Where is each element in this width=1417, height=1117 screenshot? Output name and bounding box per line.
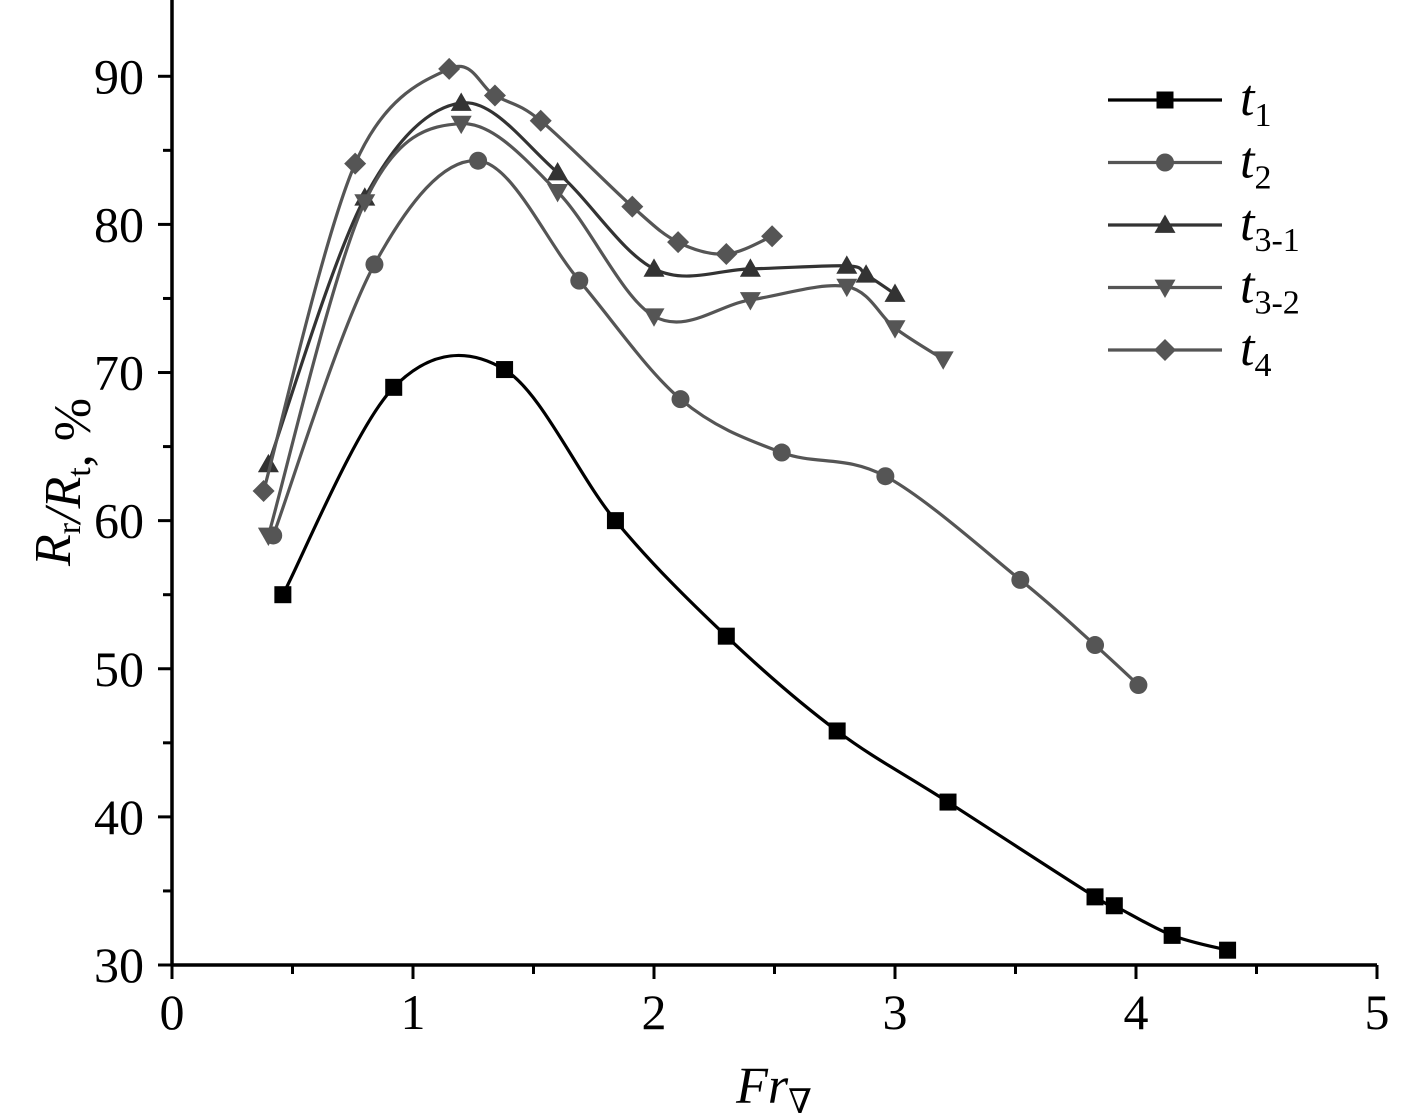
data-point: [344, 152, 367, 175]
legend-label: t2: [1240, 133, 1271, 197]
x-tick-label: 2: [642, 984, 667, 1040]
data-point: [450, 92, 472, 111]
data-point: [932, 351, 954, 370]
data-point: [365, 255, 384, 274]
series-t2: [264, 151, 1148, 695]
data-point: [1219, 941, 1237, 959]
data-point: [469, 151, 488, 170]
series-line: [281, 353, 1228, 952]
data-point: [884, 320, 906, 339]
x-tick-label: 1: [401, 984, 426, 1040]
legend-marker: [1156, 153, 1174, 172]
legend-label: t3-1: [1240, 195, 1300, 259]
data-point: [252, 480, 275, 503]
data-point: [772, 443, 791, 462]
data-point: [828, 722, 846, 740]
legend-entry: t4: [1108, 320, 1271, 384]
legend-entry: t2: [1108, 133, 1271, 197]
data-point: [621, 195, 644, 218]
data-point: [450, 115, 472, 135]
data-point: [1129, 676, 1148, 695]
data-point: [1163, 926, 1181, 944]
data-point: [717, 627, 735, 645]
data-point: [496, 361, 514, 379]
legend-label: t1: [1240, 70, 1271, 134]
data-point: [438, 57, 461, 80]
x-tick-label: 0: [160, 984, 185, 1040]
x-axis-label: Fr∇: [735, 1058, 812, 1117]
data-point: [1086, 888, 1104, 906]
y-tick-label: 30: [94, 937, 144, 993]
y-tick-label: 90: [94, 48, 144, 104]
y-tick-label: 70: [94, 345, 144, 401]
series-t4: [252, 57, 784, 503]
data-point: [1105, 897, 1123, 915]
data-point: [643, 308, 665, 327]
data-point: [739, 292, 761, 311]
data-point: [257, 453, 279, 473]
data-point: [739, 258, 761, 277]
data-point: [606, 512, 624, 530]
data-point: [354, 194, 376, 213]
data-point: [667, 231, 690, 254]
data-point: [671, 390, 690, 409]
x-tick-label: 5: [1365, 984, 1390, 1040]
series-layer: [252, 57, 1237, 959]
series-line: [271, 159, 1140, 687]
series-line: [266, 122, 945, 536]
data-point: [385, 378, 403, 396]
data-point: [884, 283, 906, 302]
data-point: [643, 258, 665, 277]
legend-marker: [1154, 214, 1176, 233]
data-point: [1086, 636, 1105, 655]
data-point: [876, 467, 895, 486]
legend-entry: t3-1: [1108, 195, 1300, 259]
legend-marker: [1154, 279, 1176, 298]
axis-labels: Fr∇ Rr/Rt, %: [25, 398, 812, 1117]
x-tick-label: 3: [883, 984, 908, 1040]
data-point: [257, 527, 279, 546]
y-tick-label: 50: [94, 641, 144, 697]
legend-label: t3-2: [1240, 258, 1300, 322]
y-tick-label: 60: [94, 493, 144, 549]
y-tick-label: 40: [94, 789, 144, 845]
data-point: [529, 109, 552, 132]
legend-entry: t1: [1108, 70, 1271, 134]
data-point: [855, 264, 877, 283]
data-point: [836, 255, 858, 274]
series-line: [262, 64, 773, 492]
data-point: [483, 84, 506, 107]
series-t1: [274, 353, 1237, 959]
series-t3-2: [257, 115, 954, 546]
legend-entry: t3-2: [1108, 258, 1300, 322]
y-tick-label: 80: [94, 196, 144, 252]
data-point: [836, 278, 858, 298]
legend-marker: [1154, 339, 1176, 361]
data-point: [547, 162, 569, 181]
data-point: [547, 183, 569, 203]
data-point: [570, 271, 589, 290]
x-tick-label: 4: [1124, 984, 1149, 1040]
data-point: [761, 225, 784, 248]
y-axis-label: Rr/Rt, %: [25, 398, 102, 567]
data-point: [1011, 570, 1030, 589]
legend-marker: [1156, 91, 1174, 109]
data-point: [939, 793, 957, 811]
legend-label: t4: [1240, 320, 1271, 384]
data-point: [715, 243, 738, 266]
axes: 0 1 2 3 4 5 30 40 50 60 70 80 90: [94, 0, 1390, 1040]
data-point: [274, 586, 292, 604]
